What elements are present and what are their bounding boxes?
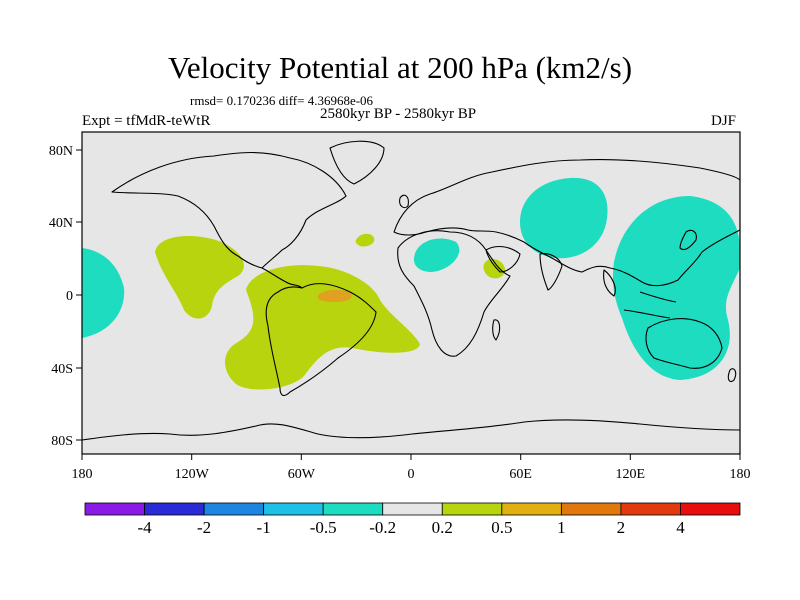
colorbar-label: 4 [676, 518, 685, 537]
colorbar-label: 0.2 [431, 518, 453, 537]
colorbar-box [680, 502, 741, 516]
coastline-new-zealand [727, 368, 737, 383]
coastline-madagascar [492, 319, 501, 341]
coastline-australia [645, 318, 723, 369]
colorbar-box [501, 502, 562, 516]
colorbar-label: -4 [137, 518, 152, 537]
colorbar-label: 1 [557, 518, 566, 537]
y-tick-label: 40N [49, 216, 73, 231]
colorbar-box [620, 502, 681, 516]
coastline-antarctica [82, 419, 740, 441]
x-tick-label: 180 [730, 467, 751, 482]
coastline-japan [679, 229, 697, 251]
experiment-label: Expt = tfMdR-teWtR [82, 113, 211, 129]
map-title: Velocity Potential at 200 hPa (km2/s) [167, 50, 633, 85]
colorbar-box [84, 502, 145, 516]
colorbar-box [441, 502, 503, 516]
strong-positive-region-amazon [317, 289, 352, 302]
x-tick-label: 120E [616, 467, 646, 482]
colorbar-label: 2 [616, 518, 626, 537]
axis-tick-marks [76, 149, 741, 460]
colorbar-label: -2 [196, 518, 212, 537]
positive-region-east-pacific [155, 236, 244, 319]
negative-region-east-asia-australia [612, 196, 740, 380]
colorbar-label: -0.2 [369, 518, 397, 537]
coastline-british-isles [399, 194, 409, 209]
season-label: DJF [711, 113, 737, 129]
colorbar-box [322, 502, 384, 516]
coastline-central-america [261, 267, 303, 289]
colorbar-label: 0.5 [491, 518, 513, 537]
y-tick-label: 80S [51, 434, 73, 449]
y-tick-label: 40S [51, 362, 73, 377]
colorbar-label: -1 [256, 518, 271, 537]
coastline-southeast-asia [603, 269, 677, 319]
y-tick-label: 0 [66, 289, 73, 304]
coastline-south-america [265, 283, 377, 397]
colorbar-box [144, 502, 205, 516]
coastline-eurasia [393, 158, 740, 287]
positive-region-east-africa [483, 258, 506, 279]
x-tick-label: 120W [175, 467, 210, 482]
x-tick-label: 60W [288, 467, 316, 482]
x-tick-label: 0 [408, 467, 415, 482]
x-tick-label: 60E [509, 467, 532, 482]
coastlines [82, 140, 740, 441]
coastline-india [539, 253, 563, 291]
colorbar-box [203, 502, 265, 516]
stats-subtitle: rmsd= 0.170236 diff= 4.36968e-06 [190, 93, 374, 108]
colorbar-box [560, 502, 622, 516]
period-label: 2580kyr BP - 2580kyr BP [320, 106, 477, 122]
y-tick-label: 80N [49, 144, 73, 159]
negative-region-west-pacific [82, 248, 125, 338]
coastline-north-america [111, 152, 347, 269]
colorbar-label: -0.5 [309, 518, 337, 537]
colorbar-box [382, 502, 443, 516]
coastline-arabia [485, 245, 521, 273]
coastline-greenland [329, 140, 385, 185]
coastline-africa [397, 230, 511, 357]
colorbar [84, 502, 741, 516]
field-shading [82, 140, 740, 441]
colorbar-box [263, 502, 324, 516]
negative-region-asia [520, 177, 608, 259]
negative-region-north-africa [413, 238, 460, 272]
x-tick-label: 180 [72, 467, 93, 482]
positive-region-atlantic-small [355, 233, 375, 247]
